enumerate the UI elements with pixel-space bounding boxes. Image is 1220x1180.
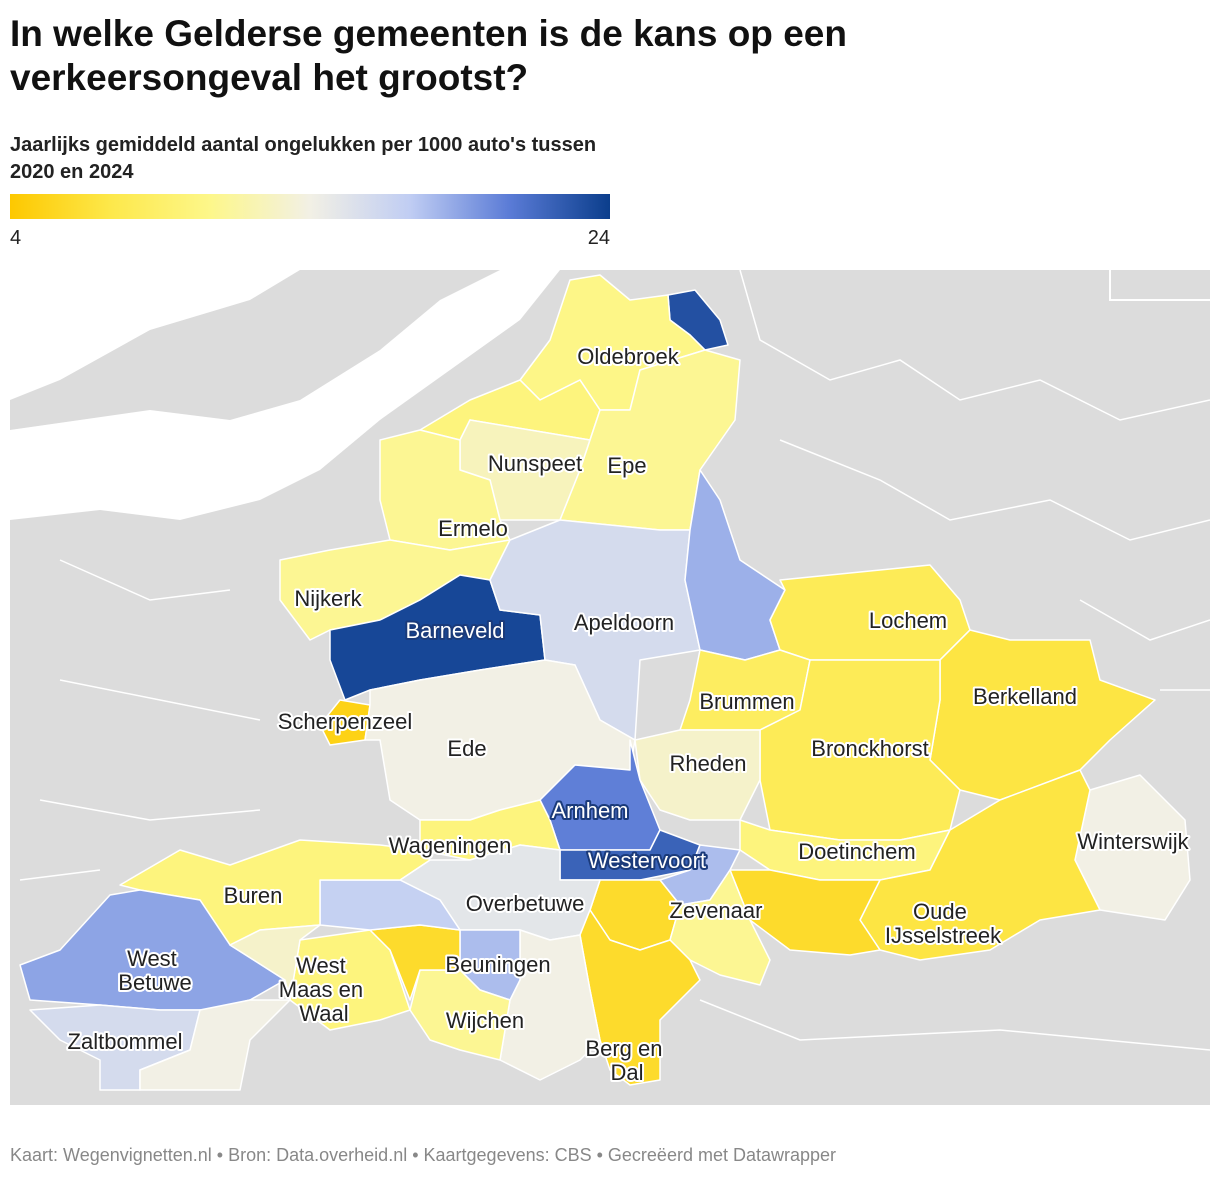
region-label: West Betuwe <box>118 946 191 995</box>
region-label: Zevenaar <box>670 898 763 923</box>
region-label: Doetinchem <box>798 839 915 864</box>
region-label: Buren <box>224 883 283 908</box>
region-label: Zaltbommel <box>68 1029 183 1054</box>
labels: Oldebroek Nunspeet Epe Ermelo Nijkerk Barneve… <box>66 342 1192 1087</box>
region-label: Wageningen <box>389 833 512 858</box>
footer: Kaart: Wegenvignetten.nl • Bron: Data.ov… <box>10 1145 837 1165</box>
region-label: Nijkerk <box>294 586 362 611</box>
region-label: Lochem <box>869 608 947 633</box>
legend-bar <box>10 194 610 219</box>
region-label: Ede <box>447 736 486 761</box>
region <box>319 699 371 746</box>
region <box>319 879 461 931</box>
region <box>229 924 321 1001</box>
region-label: Bronckhorst <box>811 736 928 761</box>
region-label: Oldebroek <box>577 344 680 369</box>
region <box>379 429 511 551</box>
subtitle: Jaarlijks gemiddeld aantal ongelukken pe… <box>10 134 597 183</box>
region-label: Berkelland <box>973 684 1077 709</box>
region-label: Scherpenzeel <box>278 709 413 734</box>
border <box>1109 270 1210 301</box>
region-label: Wijchen <box>446 1008 524 1033</box>
region <box>579 909 701 1086</box>
region <box>409 969 511 1061</box>
region-label: Rheden <box>669 751 746 776</box>
region-label: Apeldoorn <box>574 610 674 635</box>
legend-tick: 4 <box>10 227 21 249</box>
water <box>10 270 560 520</box>
region-label: Berg en Dal <box>585 1036 668 1085</box>
region-label: Oude IJsselstreek <box>885 899 1002 948</box>
region-label: Winterswijk <box>1077 829 1189 854</box>
region-label: Beuningen <box>445 952 550 977</box>
legend-tick: 24 <box>588 227 610 249</box>
region-label: Epe <box>607 453 646 478</box>
region-label: Barneveld <box>405 618 504 643</box>
region-label: Nunspeet <box>488 451 582 476</box>
border <box>19 270 1210 1051</box>
map: Oldebroek Nunspeet Epe Ermelo Nijkerk Barneve… <box>10 270 1210 1105</box>
region-label: Overbetuwe <box>466 891 585 916</box>
region-label: Brummen <box>699 689 794 714</box>
region <box>139 999 291 1091</box>
region-label: Arnhem <box>551 798 628 823</box>
region <box>729 869 881 956</box>
region-label: Westervoort <box>588 848 706 873</box>
regions <box>19 274 1191 1091</box>
region-label: West Maas en Waal <box>279 953 370 1026</box>
title: In welke Gelderse gemeenten is de kans o… <box>10 13 847 98</box>
region-label: Ermelo <box>438 516 508 541</box>
water <box>10 270 300 400</box>
